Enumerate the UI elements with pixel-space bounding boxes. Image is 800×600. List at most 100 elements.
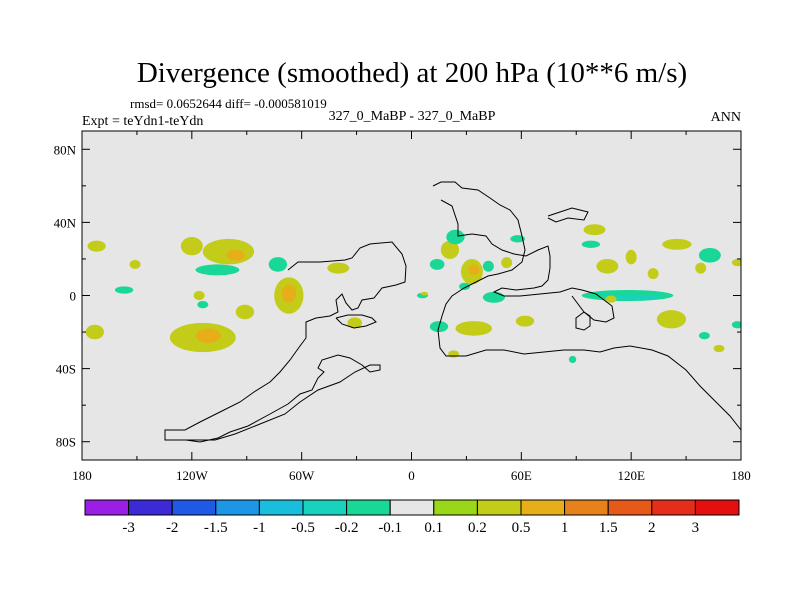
colorbar-label: -1 [253, 520, 266, 536]
left-subtitle: Expt = teYdn1-teYdn [82, 114, 203, 129]
contour-feature [656, 310, 687, 329]
colorbar-label: -3 [122, 520, 135, 536]
contour-feature [448, 350, 460, 358]
contour-feature [515, 315, 535, 327]
contour-feature [713, 344, 725, 353]
contour-feature [180, 237, 203, 256]
central-america-coastline [335, 314, 377, 329]
contour-feature [501, 257, 513, 269]
contour-feature [347, 317, 363, 329]
colorbar-label: 2 [648, 520, 656, 536]
contour-feature [662, 238, 692, 250]
contour-feature [327, 262, 350, 274]
contour-feature [129, 259, 141, 269]
stats-text: rmsd= 0.0652644 diff= -0.000581019 [130, 96, 327, 111]
contour-feature [195, 264, 240, 276]
colorbar-label: -0.5 [291, 520, 315, 536]
colorbar-swatch [694, 499, 740, 516]
colorbar-label: 0.1 [424, 520, 443, 536]
contour-feature [695, 262, 707, 274]
contour-feature [85, 324, 104, 340]
right-subtitle: ANN [711, 110, 741, 125]
colorbar-swatch [128, 499, 173, 516]
contour-feature [601, 294, 661, 301]
contour-feature [87, 240, 106, 252]
colorbar: -3 -2 -1.5 -1 -0.5 -0.2 -0.1 0.1 0.2 0.5 1 1.5 2 3 [84, 499, 740, 536]
contour-feature [281, 284, 297, 303]
contour-feature [731, 321, 741, 329]
colorbar-swatch [433, 499, 478, 516]
x-axis: 180 120W 60W 0 60E 120E 180 [72, 131, 751, 483]
y-tick-label: 40N [54, 215, 77, 230]
colorbar-swatch [389, 499, 435, 516]
colorbar-swatch [476, 499, 522, 516]
contour-feature [731, 258, 741, 267]
colorbar-label: -0.2 [335, 520, 359, 536]
contour-feature [235, 304, 255, 320]
contour-feature [459, 282, 471, 291]
chart-title: Divergence (smoothed) at 200 hPa (10**6 … [137, 57, 687, 89]
colorbar-label: 0.2 [468, 520, 487, 536]
asia-coastline [440, 199, 615, 323]
contour-feature [605, 295, 617, 303]
arctic-coastline [547, 207, 589, 223]
y-tick-label: 0 [70, 289, 77, 304]
americas-coastline [164, 241, 407, 443]
x-tick-label: 180 [72, 468, 92, 483]
contour-feature [226, 249, 245, 261]
center-subtitle: 327_0_MaBP - 327_0_MaBP [329, 109, 496, 124]
x-tick-label: 120W [176, 468, 209, 483]
contour-feature [195, 328, 222, 344]
colorbar-swatch [302, 499, 348, 516]
colorbar-swatch [258, 499, 304, 516]
y-tick-label: 80N [54, 142, 77, 157]
y-axis: 80N 40N 0 40S 80S [54, 142, 741, 450]
contour-feature [446, 229, 465, 245]
colorbar-swatch [84, 499, 130, 516]
y-tick-label: 40S [56, 362, 76, 377]
colorbar-swatch [171, 499, 217, 516]
australia-coastline [575, 311, 591, 331]
colorbar-swatch [564, 499, 609, 516]
colorbar-label: 3 [692, 520, 700, 536]
x-tick-label: 60W [289, 468, 315, 483]
colorbar-swatch [520, 499, 566, 516]
contour-feature [268, 257, 288, 272]
contour-feature [482, 291, 505, 303]
contour-feature [202, 238, 255, 265]
colorbar-label: -2 [166, 520, 179, 536]
contour-field [85, 224, 741, 364]
colorbar-swatch [607, 499, 653, 516]
colorbar-swatch [346, 499, 391, 516]
europe-africa-coastline [432, 181, 741, 440]
contour-feature [583, 224, 606, 236]
colorbar-swatch [215, 499, 260, 516]
colorbar-label: 1 [561, 520, 569, 536]
colorbar-label: -1.5 [204, 520, 228, 536]
x-tick-label: 180 [731, 468, 751, 483]
contour-feature [429, 258, 445, 270]
contour-feature [581, 240, 601, 248]
colorbar-label: 0.5 [512, 520, 531, 536]
contour-feature [193, 290, 205, 301]
colorbar-label: -0.1 [378, 520, 402, 536]
contour-feature [596, 258, 619, 274]
contour-feature [440, 240, 460, 259]
x-tick-label: 120E [617, 468, 645, 483]
contour-feature [468, 264, 480, 276]
colorbar-label: 1.5 [599, 520, 618, 536]
contour-feature [698, 332, 710, 340]
contour-feature [482, 260, 494, 272]
contour-feature [114, 286, 134, 294]
colorbar-swatch [651, 499, 696, 516]
contour-feature [698, 247, 721, 263]
y-tick-label: 80S [56, 435, 76, 450]
coastlines [164, 181, 741, 443]
contour-feature [455, 321, 493, 336]
x-tick-label: 0 [408, 468, 415, 483]
contour-feature [568, 355, 577, 364]
contour-feature [625, 249, 637, 265]
contour-feature [510, 235, 525, 243]
contour-feature [647, 268, 659, 280]
